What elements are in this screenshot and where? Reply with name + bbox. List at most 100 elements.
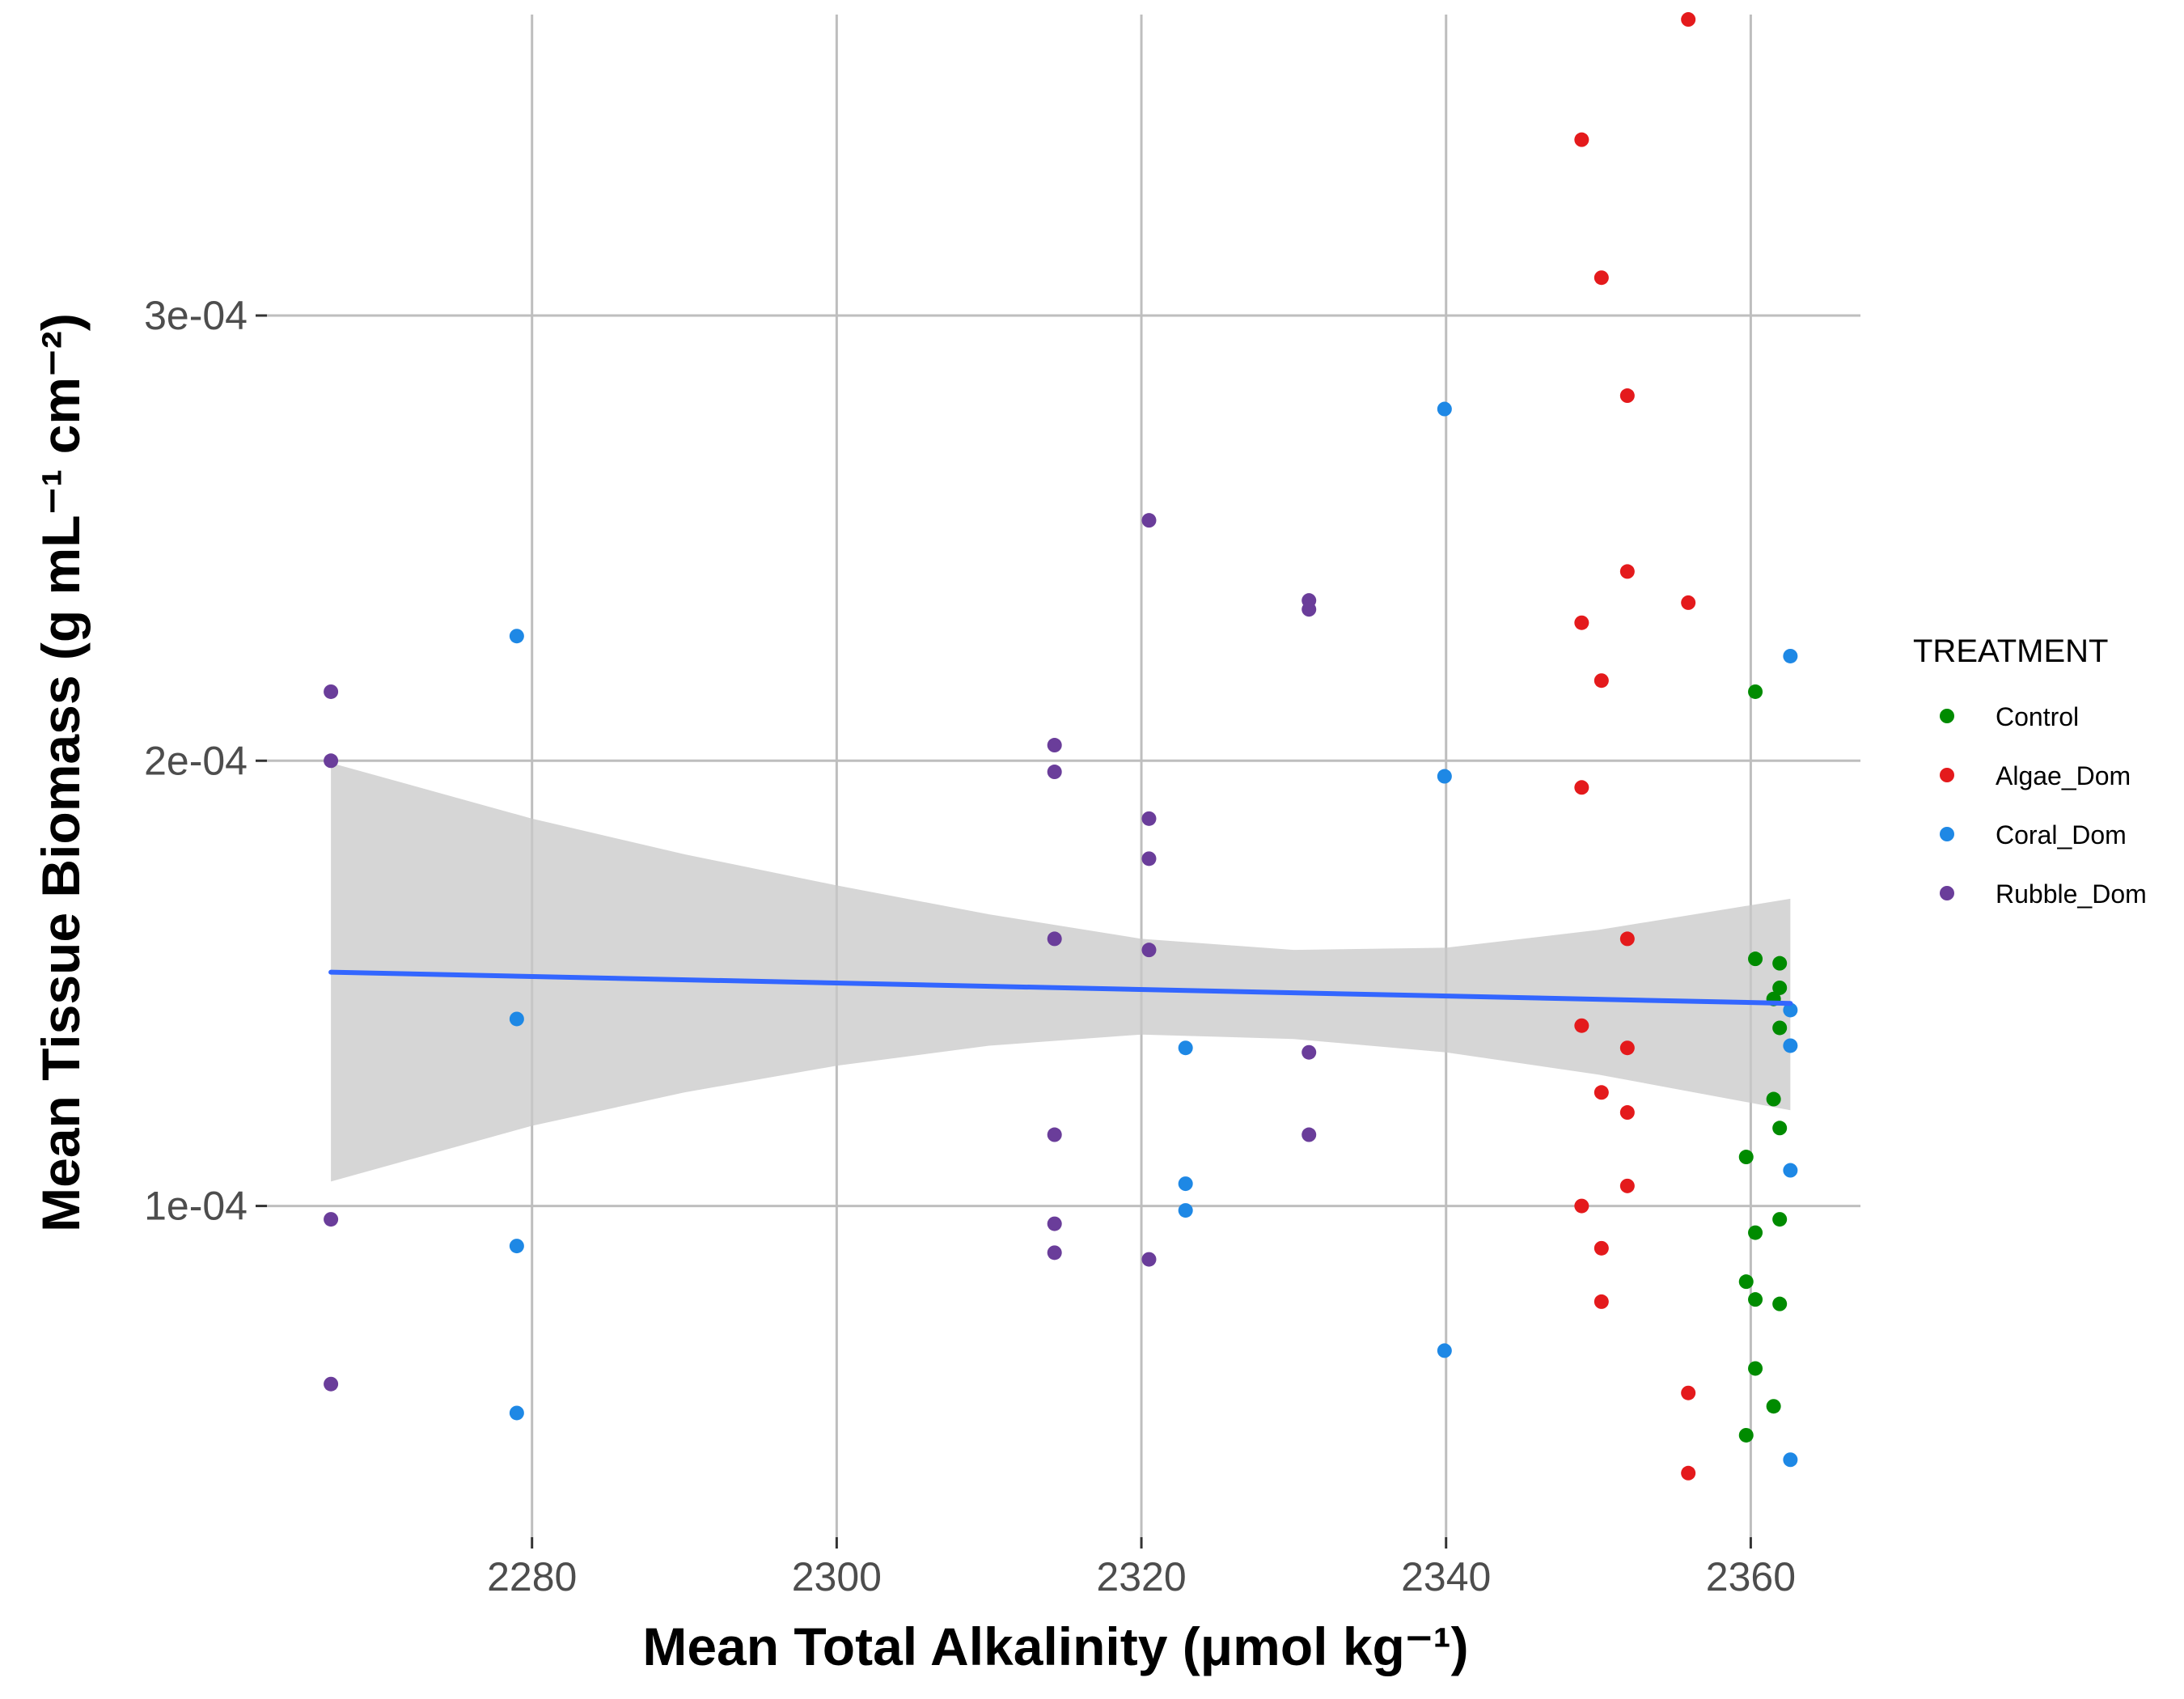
data-point-coral-dom — [1783, 1163, 1798, 1178]
data-point-algae-dom — [1594, 673, 1609, 688]
data-point-control — [1738, 1274, 1754, 1290]
data-point-algae-dom — [1619, 931, 1635, 947]
data-point-rubble-dom — [1047, 931, 1062, 947]
legend-label-algae-dom: Algae_Dom — [1996, 761, 2131, 790]
data-point-algae-dom — [1681, 1465, 1696, 1481]
data-point-algae-dom — [1594, 1240, 1609, 1256]
y-tick-label: 3e-04 — [144, 293, 248, 338]
x-tick-label: 2320 — [1096, 1554, 1186, 1599]
legend-title: TREATMENT — [1913, 633, 2108, 669]
x-axis-title-text: Mean Total Alkalinity — [642, 1616, 1167, 1676]
grid-lines — [267, 15, 1860, 1537]
data-point-control — [1748, 1225, 1763, 1240]
legend: TREATMENT Control Algae_Dom Coral_Dom Rubbl… — [1913, 633, 2147, 909]
data-point-coral-dom — [1437, 401, 1452, 417]
data-point-control — [1738, 1427, 1754, 1443]
legend-label-control: Control — [1996, 702, 2079, 731]
data-point-algae-dom — [1574, 780, 1589, 795]
data-point-coral-dom — [1437, 1343, 1452, 1358]
trend-line-layer — [328, 969, 1793, 1006]
x-axis-title: Mean Total Alkalinity (μmol kg⁻¹) — [642, 1616, 1468, 1676]
data-point-control — [1766, 1091, 1781, 1107]
data-point-rubble-dom — [324, 753, 339, 769]
y-axis-title-unit: (g mL⁻¹ cm⁻²) — [31, 313, 91, 660]
data-point-rubble-dom — [1047, 1216, 1062, 1231]
data-point-rubble-dom — [1302, 1044, 1317, 1060]
data-point-coral-dom — [1783, 1452, 1798, 1468]
data-point-control — [1772, 955, 1788, 971]
data-point-rubble-dom — [1141, 943, 1157, 958]
data-point-algae-dom — [1619, 1178, 1635, 1193]
data-point-coral-dom — [1783, 648, 1798, 663]
legend-label-coral-dom: Coral_Dom — [1996, 820, 2127, 850]
data-point-algae-dom — [1681, 1385, 1696, 1400]
axes: 2280 2300 2320 2340 2360 1e-04 2e-04 3e-04 — [144, 293, 1796, 1599]
data-point-control — [1772, 980, 1788, 995]
data-point-rubble-dom — [324, 684, 339, 699]
legend-key-algae-dom — [1940, 768, 1954, 782]
data-point-algae-dom — [1574, 132, 1589, 147]
data-point-rubble-dom — [1141, 1252, 1157, 1267]
data-point-rubble-dom — [324, 1376, 339, 1392]
data-point-rubble-dom — [1141, 811, 1157, 826]
data-points — [324, 12, 1798, 1481]
legend-key-rubble-dom — [1940, 886, 1954, 900]
data-point-coral-dom — [1178, 1203, 1193, 1218]
data-point-algae-dom — [1574, 1198, 1589, 1214]
data-point-control — [1748, 951, 1763, 967]
data-point-coral-dom — [509, 629, 524, 644]
data-point-rubble-dom — [1302, 602, 1317, 617]
data-point-control — [1738, 1150, 1754, 1165]
data-point-coral-dom — [1178, 1040, 1193, 1056]
data-point-algae-dom — [1619, 1040, 1635, 1056]
data-point-rubble-dom — [1047, 765, 1062, 780]
trend-line — [328, 969, 1793, 1006]
data-point-algae-dom — [1619, 564, 1635, 579]
data-point-coral-dom — [509, 1405, 524, 1421]
legend-key-control — [1940, 709, 1954, 723]
data-point-coral-dom — [1437, 769, 1452, 784]
y-tick-label: 2e-04 — [144, 738, 248, 783]
data-point-coral-dom — [1178, 1176, 1193, 1192]
data-point-control — [1772, 1296, 1788, 1311]
data-point-algae-dom — [1681, 12, 1696, 28]
data-point-algae-dom — [1574, 615, 1589, 630]
data-point-rubble-dom — [1047, 1127, 1062, 1142]
y-axis-title: Mean Tissue Biomass (g mL⁻¹ cm⁻²) — [31, 313, 91, 1232]
y-axis-title-text: Mean Tissue Biomass — [31, 675, 91, 1231]
data-point-rubble-dom — [1141, 851, 1157, 866]
data-point-rubble-dom — [1141, 513, 1157, 528]
data-point-algae-dom — [1619, 1105, 1635, 1121]
data-point-algae-dom — [1681, 595, 1696, 610]
data-point-rubble-dom — [1047, 738, 1062, 753]
x-tick-label: 2340 — [1401, 1554, 1491, 1599]
x-axis-title-unit: (μmol kg⁻¹) — [1183, 1616, 1469, 1676]
data-point-algae-dom — [1594, 1085, 1609, 1100]
data-point-coral-dom — [1783, 1002, 1798, 1018]
legend-label-rubble-dom: Rubble_Dom — [1996, 879, 2147, 909]
data-point-control — [1772, 1121, 1788, 1136]
x-tick-label: 2360 — [1706, 1554, 1796, 1599]
confidence-band-layer — [331, 763, 1791, 1182]
legend-key-coral-dom — [1940, 827, 1954, 841]
data-point-algae-dom — [1594, 1294, 1609, 1309]
data-point-rubble-dom — [324, 1212, 339, 1227]
data-point-rubble-dom — [1047, 1245, 1062, 1260]
data-point-algae-dom — [1574, 1018, 1589, 1033]
data-point-control — [1772, 1212, 1788, 1227]
x-tick-label: 2280 — [487, 1554, 577, 1599]
data-point-algae-dom — [1619, 388, 1635, 404]
data-point-coral-dom — [1783, 1038, 1798, 1053]
data-point-control — [1748, 1361, 1763, 1376]
data-point-control — [1766, 1399, 1781, 1414]
data-point-control — [1748, 684, 1763, 699]
data-point-rubble-dom — [1302, 1127, 1317, 1142]
data-point-coral-dom — [509, 1239, 524, 1254]
data-point-control — [1748, 1292, 1763, 1307]
confidence-band — [331, 763, 1791, 1182]
y-tick-label: 1e-04 — [144, 1184, 248, 1229]
data-point-coral-dom — [509, 1011, 524, 1027]
x-tick-label: 2300 — [792, 1554, 882, 1599]
data-point-control — [1772, 1020, 1788, 1036]
